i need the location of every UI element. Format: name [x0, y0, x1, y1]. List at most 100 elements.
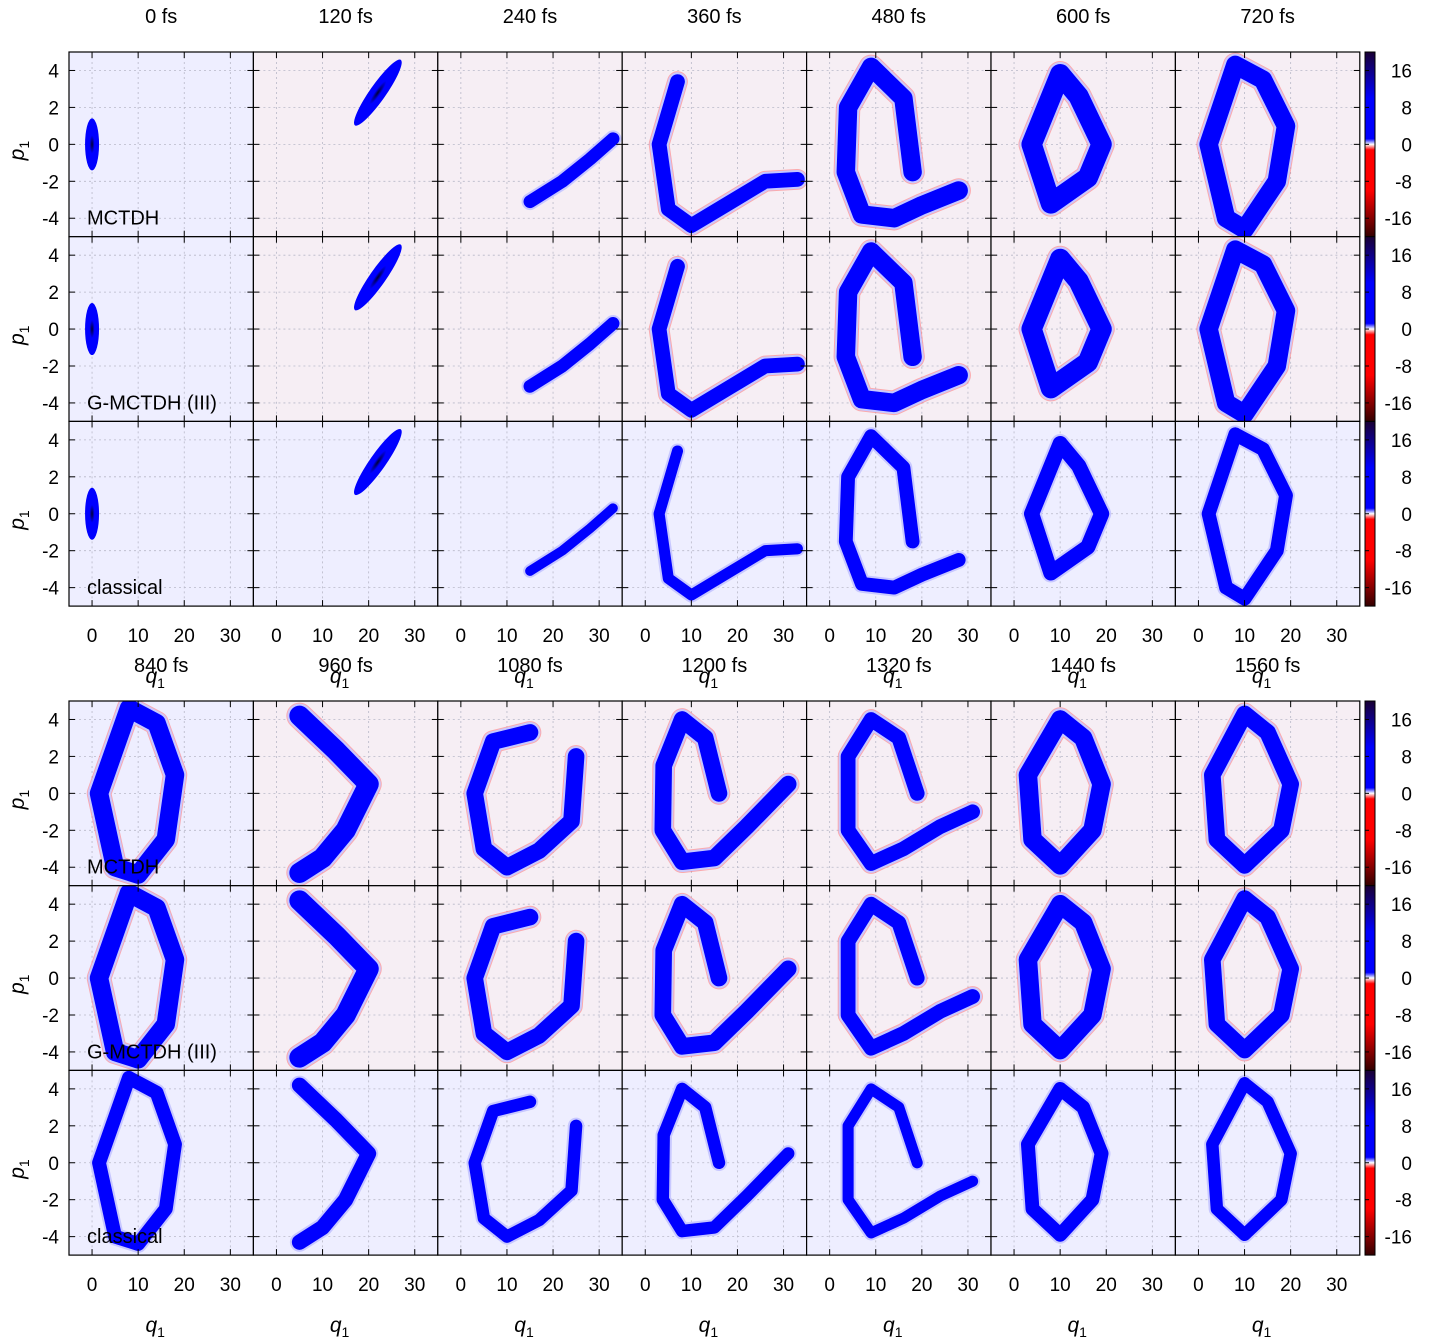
x-tick-label: 20 — [542, 626, 563, 647]
heatmap-panel — [437, 700, 623, 887]
wigner-density — [1200, 887, 1303, 1062]
colorbar: 16 8 0 -8 -16 — [1364, 236, 1412, 422]
x-axis-label: q1 — [1252, 1314, 1272, 1340]
heatmap-panel — [990, 51, 1176, 238]
heatmap-panel — [1174, 700, 1361, 887]
x-tick-label: 10 — [681, 1275, 702, 1296]
colorbar: 16 8 0 -8 -16 — [1364, 51, 1412, 238]
x-tick-label: 30 — [404, 626, 425, 647]
density-ridge — [653, 445, 803, 601]
time-label: 1440 fs — [1050, 655, 1116, 677]
wigner-density — [86, 885, 188, 1071]
method-label: classical — [87, 577, 163, 599]
x-tick-label: 0 — [1193, 1275, 1204, 1296]
y-tick-label: 2 — [48, 1117, 59, 1138]
y-tick-label: 4 — [48, 431, 59, 452]
x-tick-label: 10 — [865, 626, 886, 647]
x-axis-label-subscript: 1 — [1264, 1324, 1272, 1340]
y-axis-label-subscript: 1 — [16, 974, 32, 982]
x-tick-label: 20 — [174, 626, 195, 647]
x-tick-label: 30 — [957, 626, 978, 647]
x-tick-label: 20 — [727, 626, 748, 647]
x-tick-label: 10 — [128, 1275, 149, 1296]
density-ridge — [468, 1095, 583, 1243]
colorbar-tick-label: 8 — [1401, 98, 1412, 119]
density-ridge — [842, 1083, 979, 1239]
wigner-density — [523, 501, 620, 578]
x-tick-label: 30 — [1142, 626, 1163, 647]
colorbar-tick-label: 8 — [1401, 468, 1412, 489]
x-tick-label: 10 — [1234, 626, 1255, 647]
wigner-density — [85, 487, 100, 540]
heatmap-panel — [805, 700, 992, 887]
wigner-density — [651, 443, 805, 603]
density-ridge — [1018, 894, 1111, 1060]
colorbar-tick-label: 16 — [1391, 431, 1412, 452]
y-tick-label: -2 — [42, 1191, 59, 1212]
y-tick-label: -4 — [42, 858, 59, 879]
density-ridge — [1021, 64, 1112, 214]
density-ridge — [651, 74, 805, 233]
x-tick-label: 20 — [358, 626, 379, 647]
colorbar-tick-label: 0 — [1401, 505, 1412, 526]
colorbar-tick-label: -8 — [1395, 357, 1412, 378]
bottom-panel-group: 840 fs 960 fs 1080 fs 1200 fs 1320 fs 1440 fs… — [6, 655, 1412, 1340]
top-panel-group: 0 fs 120 fs 240 fs 360 fs 480 fs 600 fs 720 fs… — [6, 6, 1412, 691]
method-label: MCTDH — [87, 208, 159, 230]
wigner-density — [354, 59, 402, 126]
x-axis-label: q1 — [883, 1314, 903, 1340]
density-ridge — [654, 711, 797, 871]
wigner-density — [837, 893, 983, 1059]
x-tick-label: 0 — [640, 1275, 651, 1296]
density-ridge — [654, 895, 797, 1055]
method-label: G-MCTDH (III) — [87, 392, 217, 414]
heatmap-panel — [805, 885, 992, 1072]
y-tick-label: -4 — [42, 209, 59, 230]
density-ridge — [525, 503, 618, 576]
x-tick-label: 10 — [1234, 1275, 1255, 1296]
y-tick-label: -2 — [42, 172, 59, 193]
y-tick-label: 0 — [48, 1154, 59, 1175]
density-ridge — [466, 908, 585, 1061]
x-tick-label: 30 — [220, 1275, 241, 1296]
x-tick-label: 20 — [1280, 626, 1301, 647]
x-tick-label: 30 — [220, 626, 241, 647]
y-tick-label: 4 — [48, 246, 59, 267]
x-tick-label: 10 — [496, 1275, 517, 1296]
density-ridge — [1023, 435, 1110, 581]
y-tick-label: 0 — [48, 505, 59, 526]
heatmap-panel — [437, 51, 623, 238]
colorbar-tick-label: 16 — [1391, 61, 1412, 82]
heatmap-panel — [252, 236, 439, 422]
wigner-density — [86, 701, 188, 886]
heatmap-panel — [437, 236, 623, 422]
wigner-density — [1196, 52, 1299, 237]
colorbar-tick-label: -16 — [1385, 579, 1412, 600]
heatmap-panel — [1174, 51, 1361, 238]
wigner-density — [466, 1093, 585, 1245]
time-label: 480 fs — [872, 6, 926, 28]
x-tick-label: 0 — [271, 1275, 282, 1296]
density-ridge — [836, 242, 968, 413]
heatmap-panel — [805, 236, 992, 422]
y-tick-label: 0 — [48, 320, 59, 341]
wigner-density — [836, 427, 968, 597]
heatmap-panel: 4 2 0 -2 -4 p1 MCTDH — [6, 700, 254, 887]
density-ridge — [1203, 705, 1300, 874]
wigner-density — [85, 118, 100, 171]
x-tick-label: 10 — [1050, 1275, 1071, 1296]
x-tick-label: 20 — [542, 1275, 563, 1296]
x-tick-label: 0 — [824, 1275, 835, 1296]
time-label: 240 fs — [503, 6, 557, 28]
colorbar-tick-label: -8 — [1395, 821, 1412, 842]
wigner-density — [463, 905, 588, 1064]
density-ridge — [651, 258, 805, 418]
wigner-density — [840, 1081, 981, 1241]
y-axis-label: p1 — [6, 141, 32, 162]
y-axis-label-subscript: 1 — [16, 141, 32, 149]
colorbar-tick-label: 8 — [1401, 932, 1412, 953]
